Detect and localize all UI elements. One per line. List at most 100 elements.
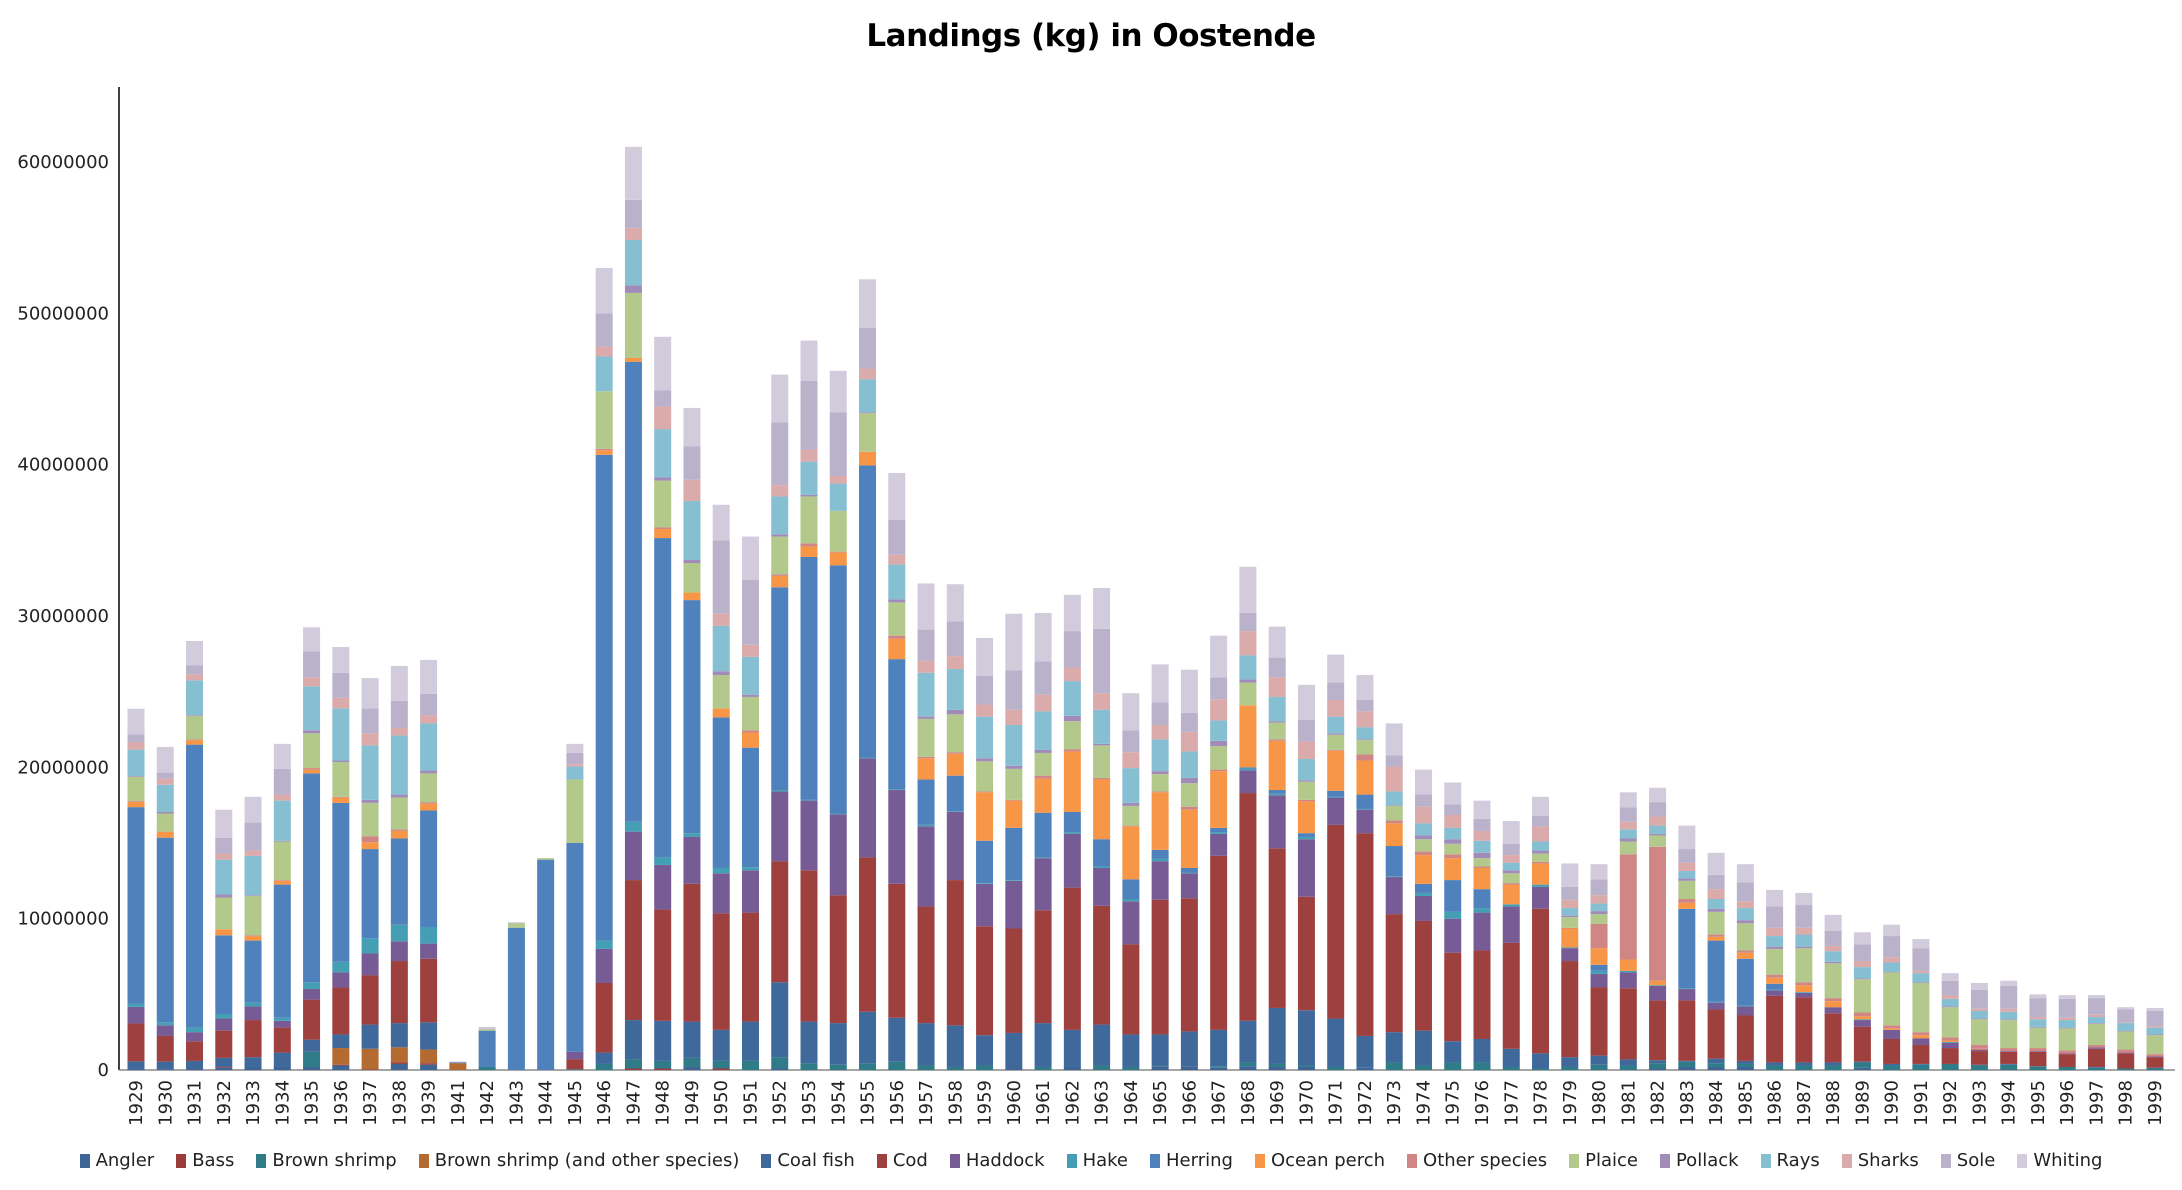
bar-segment-cod-1949	[683, 883, 701, 1022]
bar-segment-whiting-1947	[624, 146, 642, 200]
bar-segment-whiting-1934	[273, 743, 291, 769]
bar-segment-coal-fish-1976	[1473, 1038, 1491, 1063]
x-tick-label: 1945	[565, 1080, 586, 1126]
bar-segment-haddock-1978	[1532, 886, 1550, 909]
bar-segment-sharks-1983	[1678, 862, 1696, 871]
bar-stack-1986	[1766, 889, 1784, 1070]
bar-segment-other-species-1975	[1444, 854, 1462, 859]
bar-segment-ocean-perch-1986	[1766, 977, 1784, 984]
bar-segment-hake-1935	[303, 982, 321, 990]
bar-segment-pollack-1968	[1239, 679, 1257, 683]
bar-segment-pollack-1995	[2029, 1026, 2047, 1028]
bar-segment-cod-1968	[1239, 793, 1257, 1021]
bar-segment-angler-1930	[156, 1069, 174, 1070]
bar-stack-1980	[1590, 864, 1608, 1070]
bar-segment-ocean-perch-1977	[1502, 884, 1520, 905]
bar-segment-hake-1975	[1444, 911, 1462, 919]
bar-segment-pollack-1999	[2146, 1034, 2164, 1036]
bar-segment-sole-1930	[156, 772, 174, 779]
bar-segment-whiting-1949	[683, 407, 701, 447]
bar-segment-ocean-perch-1968	[1239, 705, 1257, 768]
bar-segment-whiting-1970	[1297, 684, 1315, 720]
bar-segment-whiting-1973	[1385, 723, 1403, 756]
bar-segment-plaice-1958	[946, 714, 964, 753]
bar-segment-cod-1983	[1678, 1000, 1696, 1061]
bar-segment-rays-1979	[1561, 908, 1579, 916]
bar-segment-whiting-1977	[1502, 821, 1520, 844]
bar-segment-pollack-1981	[1619, 838, 1637, 842]
bar-segment-sharks-1963	[1093, 693, 1111, 710]
bar-segment-brown-shrimp-1948	[654, 1060, 672, 1069]
bar-segment-cod-1970	[1297, 896, 1315, 1011]
bar-segment-plaice-1945	[566, 779, 584, 843]
bar-segment-plaice-1929	[127, 776, 145, 802]
x-tick-label: 1965	[1150, 1080, 1171, 1126]
bar-stack-1935	[303, 627, 321, 1070]
bar-segment-herring-1983	[1678, 908, 1696, 989]
bar-segment-ocean-perch-1948	[654, 528, 672, 539]
bar-segment-brown-shrimp-1989	[1853, 1062, 1871, 1068]
bar-segment-whiting-1975	[1444, 782, 1462, 805]
bar-segment-haddock-1933	[244, 1006, 262, 1021]
bar-segment-rays-1956	[888, 564, 906, 600]
bar-segment-other-species-1977	[1502, 883, 1520, 885]
bar-segment-rays-1968	[1239, 655, 1257, 680]
bar-segment-pollack-1991	[1912, 982, 1930, 983]
bar-segment-haddock-1975	[1444, 918, 1462, 953]
bar-segment-herring-1966	[1180, 867, 1198, 873]
bar-stack-1964	[1122, 693, 1140, 1070]
bar-segment-hake-1929	[127, 1003, 145, 1007]
bar-segment-sole-1981	[1619, 807, 1637, 822]
bar-segment-plaice-1968	[1239, 682, 1257, 706]
legend-label: Brown shrimp (and other species)	[434, 1150, 740, 1171]
bar-segment-other-species-1985	[1736, 950, 1754, 953]
bar-segment-rays-1932	[215, 859, 233, 895]
bar-segment-rays-1947	[624, 239, 642, 286]
bar-segment-sole-1965	[1151, 702, 1169, 725]
x-tick-label: 1967	[1209, 1080, 1230, 1126]
bar-segment-plaice-1963	[1093, 745, 1111, 778]
bar-segment-whiting-1971	[1327, 654, 1345, 683]
bar-segment-brown-shrimp-1991	[1912, 1064, 1930, 1070]
bar-segment-sharks-1972	[1356, 711, 1374, 728]
bar-segment-brown-shrimp-1985	[1736, 1063, 1754, 1067]
bar-segment-hake-1948	[654, 857, 672, 865]
bar-segment-rays-1946	[595, 356, 613, 392]
bar-segment-whiting-1962	[1063, 594, 1081, 632]
legend-swatch	[1066, 1153, 1077, 1168]
bar-segment-cod-1950	[712, 913, 730, 1030]
bar-segment-rays-1994	[2000, 1011, 2018, 1020]
bar-segment-hake-1977	[1502, 904, 1520, 907]
bar-segment-other-species-1958	[946, 752, 964, 754]
legend-swatch	[79, 1153, 90, 1168]
bar-segment-sole-1973	[1385, 755, 1403, 767]
bar-segment-brown-shrimp-1945	[566, 1069, 584, 1070]
x-tick-label: 1974	[1413, 1080, 1434, 1126]
bar-segment-herring-1984	[1707, 940, 1725, 1002]
legend-item: Coal fish	[761, 1150, 855, 1171]
bar-segment-hake-1983	[1678, 988, 1696, 990]
bar-segment-whiting-1941	[449, 1061, 467, 1063]
bar-segment-haddock-1986	[1766, 990, 1784, 996]
bar-segment-haddock-1965	[1151, 861, 1169, 900]
bar-segment-haddock-1957	[917, 826, 935, 907]
bar-segment-cod-1997	[2087, 1048, 2105, 1067]
bar-segment-other-species-1951	[741, 730, 759, 733]
bar-segment-pollack-1982	[1649, 833, 1667, 836]
bar-segment-haddock-1994	[2000, 1051, 2018, 1052]
bar-segment-pollack-1985	[1736, 920, 1754, 924]
bar-segment-brown-shrimp-1942	[478, 1066, 496, 1070]
bar-segment-ocean-perch-1992	[1941, 1040, 1959, 1043]
bar-segment-cod-1953	[800, 870, 818, 1022]
bar-segment-brown-shrimp-1993	[1970, 1065, 1988, 1070]
bar-segment-sole-1953	[800, 380, 818, 450]
bar-segment-cod-1981	[1619, 988, 1637, 1060]
bar-segment-rays-1959	[976, 716, 994, 759]
bar-segment-other-species-1933	[244, 935, 262, 937]
bar-segment-whiting-1938	[390, 665, 408, 701]
legend-label: Whiting	[2033, 1150, 2103, 1171]
bar-segment-pollack-1983	[1678, 878, 1696, 881]
bar-segment-sole-1967	[1210, 677, 1228, 700]
bar-segment-whiting-1950	[712, 504, 730, 541]
bar-segment-hake-1965	[1151, 858, 1169, 862]
